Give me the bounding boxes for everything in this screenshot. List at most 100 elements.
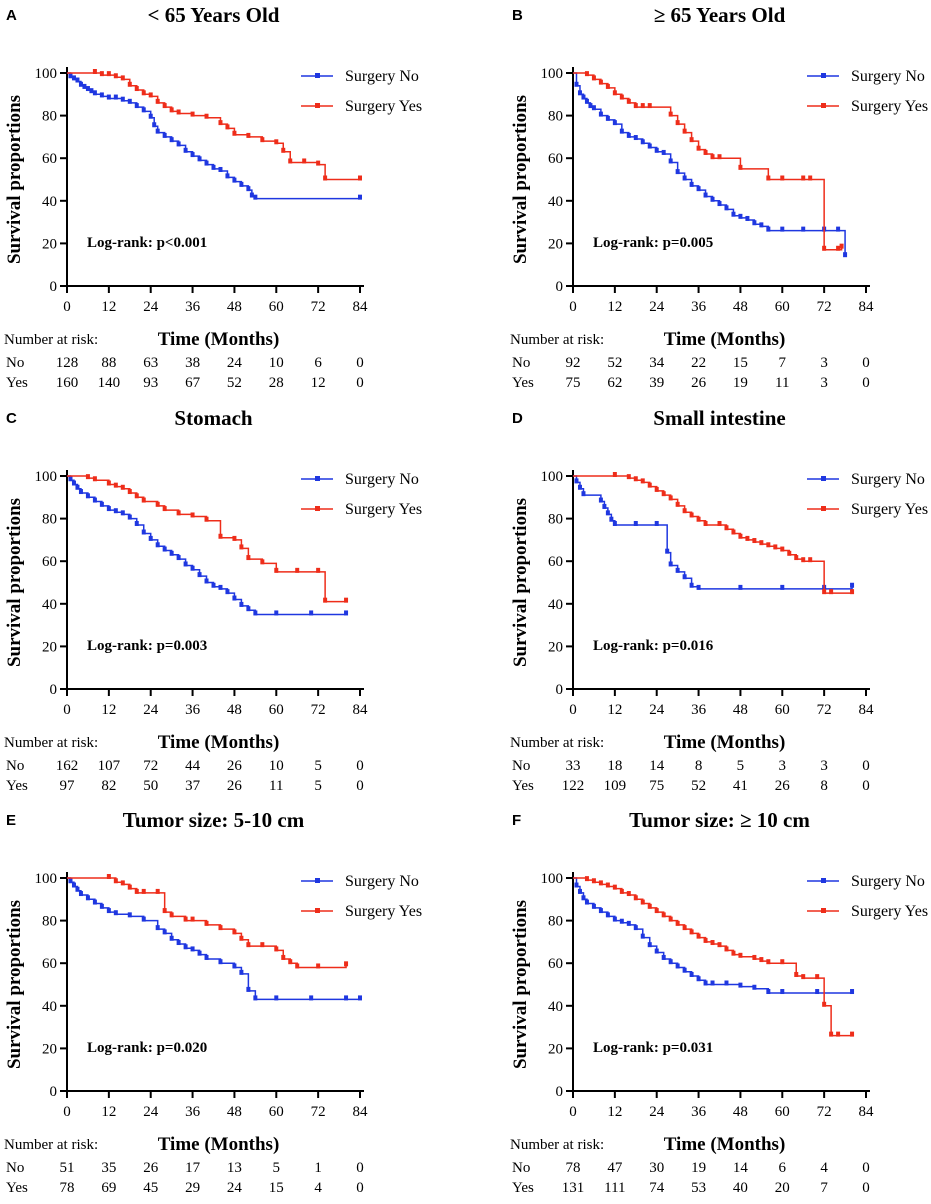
x-tick-label: 72 [817,1104,832,1120]
x-tick-label: 12 [607,299,622,315]
risk-value-yes: 28 [269,375,284,391]
risk-value-no: 35 [101,1160,116,1176]
censor-mark [829,589,834,595]
panel-label: D [512,410,523,427]
x-tick-label: 60 [775,702,790,718]
risk-value-no: 34 [649,355,665,371]
x-tick-label: 12 [101,1104,116,1120]
x-tick-label: 24 [649,702,665,718]
censor-mark [724,525,729,531]
censor-mark [654,520,659,526]
censor-mark [344,597,349,603]
censor-mark [155,542,160,548]
censor-mark [665,548,670,554]
y-tick-label: 60 [42,151,57,167]
censor-mark [176,555,181,561]
censor-mark [239,935,244,941]
censor-mark [822,589,827,595]
censor-mark [682,574,687,580]
censor-mark [731,529,736,535]
legend-marker [821,878,826,883]
censor-mark [148,113,153,119]
legend-marker [821,908,826,913]
censor-mark [232,535,237,541]
censor-mark [689,181,694,187]
y-tick-label: 40 [42,999,57,1015]
censor-mark [274,995,279,1001]
legend-label: Surgery Yes [345,98,422,115]
risk-value-no: 63 [143,355,158,371]
legend-marker [821,476,826,481]
risk-value-yes: 0 [862,778,870,794]
censor-mark [703,192,708,198]
censor-mark [850,582,855,588]
risk-value-no: 18 [607,758,622,774]
y-tick-label: 20 [42,236,57,252]
x-axis-label: Time (Months) [158,732,280,753]
censor-mark [794,555,799,561]
x-tick-label: 84 [859,299,875,315]
risk-value-yes: 3 [820,375,828,391]
censor-mark [626,920,631,926]
censor-mark [246,186,251,192]
censor-mark [211,582,216,588]
censor-mark [78,891,83,897]
censor-mark [598,111,603,117]
censor-mark [661,954,666,960]
y-tick-label: 100 [35,66,58,82]
censor-mark [169,107,174,113]
censor-mark [260,559,265,565]
y-tick-label: 0 [50,682,58,698]
x-axis-label: Time (Months) [664,329,786,350]
censor-mark [577,484,582,490]
risk-row-label-no: No [512,355,530,371]
chart-title: Small intestine [653,406,785,430]
x-tick-label: 72 [311,299,326,315]
risk-value-no: 24 [227,355,243,371]
censor-mark [323,175,328,181]
x-tick-label: 36 [185,702,201,718]
censor-mark [850,989,855,995]
chart-title: Tumor size: 5-10 cm [123,808,305,832]
censor-mark [169,137,174,143]
censor-mark [668,158,673,164]
censor-mark [675,920,680,926]
censor-mark [274,946,279,952]
series-surgery-no [67,475,347,616]
censor-mark [75,484,80,490]
censor-mark [162,929,167,935]
censor-mark [598,497,603,503]
x-tick-label: 0 [569,1104,577,1120]
censor-mark [246,942,251,948]
censor-mark [204,160,209,166]
risk-value-no: 3 [779,758,787,774]
censor-mark [675,963,680,969]
risk-value-no: 6 [779,1160,787,1176]
censor-mark [801,974,806,980]
censor-mark [626,132,631,138]
censor-mark [675,501,680,507]
censor-mark [316,160,321,166]
legend-marker [315,73,320,78]
x-tick-label: 48 [733,702,748,718]
censor-mark [225,589,230,595]
censor-mark [591,105,596,111]
risk-value-no: 14 [649,758,665,774]
x-tick-label: 60 [775,299,790,315]
censor-mark [689,971,694,977]
censor-mark [120,510,125,516]
risk-row-label-no: No [6,1160,24,1176]
censor-mark [752,984,757,990]
x-tick-label: 84 [353,702,369,718]
legend-marker [315,103,320,108]
censor-mark [822,1001,827,1007]
censor-mark [134,520,139,526]
risk-value-no: 128 [56,355,79,371]
censor-mark [288,158,293,164]
censor-mark [155,98,160,104]
censor-mark [647,942,652,948]
censor-mark [113,878,118,884]
chart-title: Tumor size: ≥ 10 cm [629,808,810,832]
risk-value-yes: 131 [562,1180,585,1196]
